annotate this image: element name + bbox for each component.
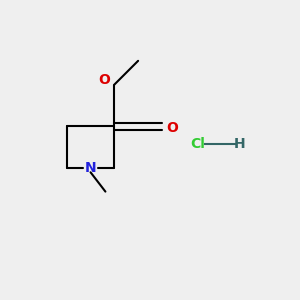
Text: O: O <box>166 121 178 135</box>
Text: H: H <box>233 137 245 151</box>
Text: N: N <box>85 161 96 175</box>
Text: Cl: Cl <box>190 137 205 151</box>
Text: O: O <box>98 73 110 87</box>
